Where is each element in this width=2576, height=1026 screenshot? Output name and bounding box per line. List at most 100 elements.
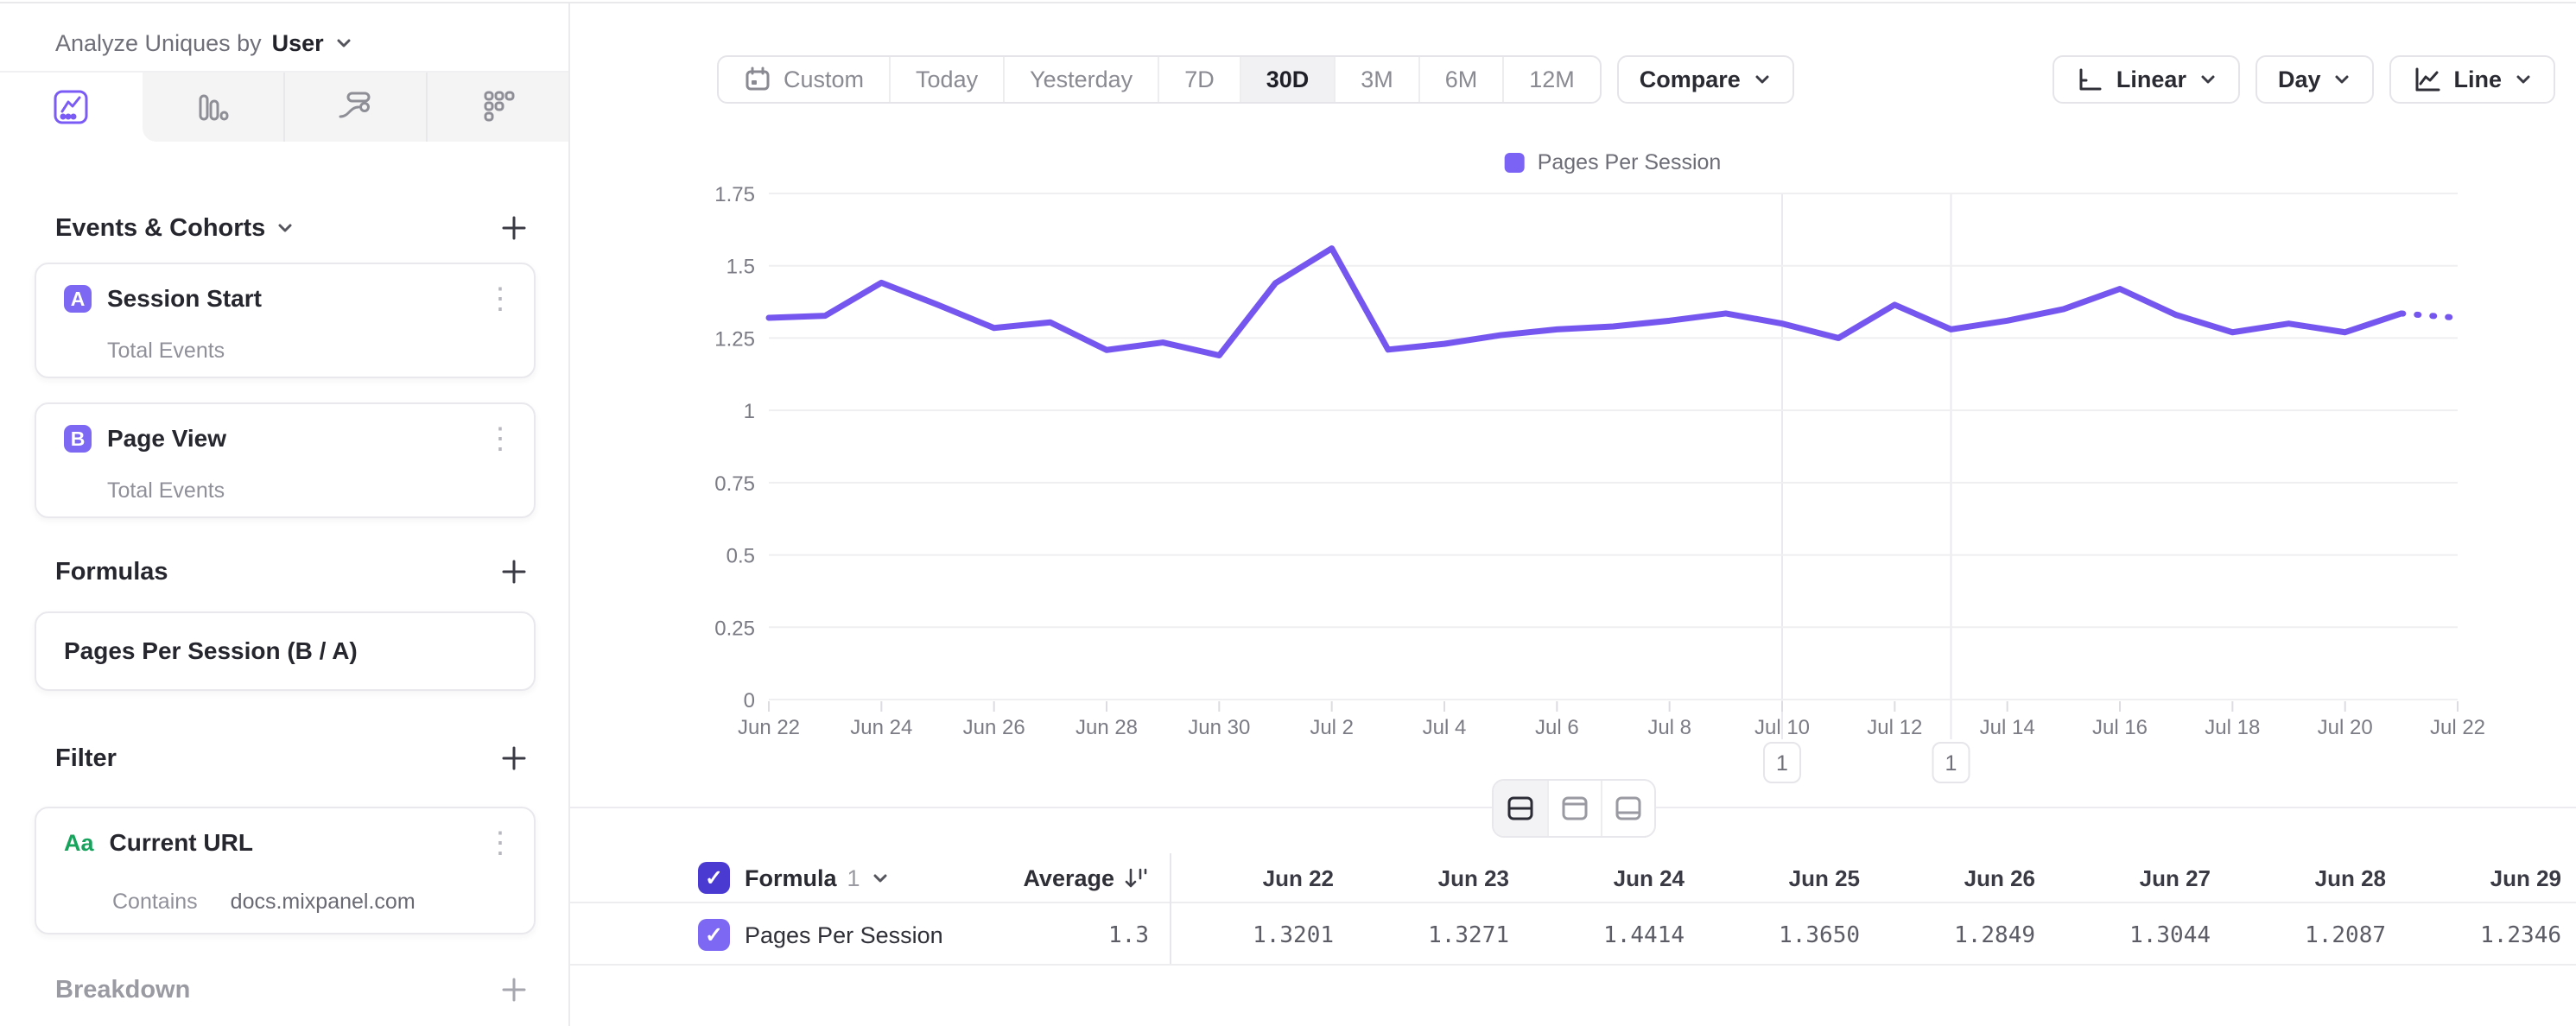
y-axis-label: 1: [744, 400, 755, 423]
date-column-header[interactable]: Jun 26: [1964, 865, 2035, 891]
cell-value: 1.4414: [1603, 922, 1685, 948]
x-axis-label: Jul 22: [2430, 716, 2485, 739]
table-header-row: ✓ Formula 1 Average Jun 22 Jun 23 Jun 24…: [570, 853, 2576, 966]
x-axis-label: Jun 26: [963, 716, 1025, 739]
cell-value: 1.3201: [1253, 922, 1334, 948]
event-title[interactable]: Page View: [107, 425, 227, 452]
table-row[interactable]: ✓ Pages Per Session 1.3 1.3201 1.3271 1.…: [570, 905, 2576, 966]
linear-axis-icon: [2079, 68, 2102, 91]
chart-legend: Pages Per Session: [1504, 150, 1722, 175]
compare-button[interactable]: Compare: [1616, 55, 1794, 104]
x-axis-label: Jun 22: [738, 716, 800, 739]
range-30d[interactable]: 30D: [1239, 57, 1335, 102]
event-title[interactable]: Session Start: [107, 285, 262, 312]
y-axis-label: 1.5: [726, 256, 755, 279]
range-7d[interactable]: 7D: [1158, 57, 1240, 102]
filter-card-current-url[interactable]: Aa Current URL ⋮ Contains docs.mixpanel.…: [35, 807, 536, 934]
range-3m[interactable]: 3M: [1334, 57, 1418, 102]
report-main-area: 0 0.25 0.5 0.75 1 1.25 1.5 1.75 Jun 22 Jun 24 Jun …: [570, 0, 2576, 1026]
range-6m[interactable]: 6M: [1418, 57, 1503, 102]
range-custom[interactable]: Custom: [719, 57, 889, 102]
interval-selector[interactable]: Day: [2255, 55, 2375, 104]
range-12m[interactable]: 12M: [1502, 57, 1600, 102]
kebab-menu-icon[interactable]: ⋮: [485, 282, 515, 315]
scale-selector[interactable]: Linear: [2052, 55, 2240, 104]
chevron-down-icon: [1755, 75, 1769, 84]
y-axis-label: 0.75: [714, 472, 755, 496]
date-column-header[interactable]: Jun 28: [2314, 865, 2386, 891]
formula-expression[interactable]: Pages Per Session (B / A): [64, 637, 358, 664]
average-column-label[interactable]: Average: [1023, 864, 1114, 891]
date-column-header[interactable]: Jun 23: [1437, 865, 1509, 891]
chevron-down-icon: [278, 224, 292, 232]
add-filter-button[interactable]: [499, 744, 529, 773]
chevron-down-icon[interactable]: [871, 869, 890, 888]
filter-operator[interactable]: Contains: [112, 890, 198, 914]
chart-type-selector[interactable]: Line: [2389, 55, 2555, 104]
string-property-icon: Aa: [64, 829, 94, 856]
cell-value: 1.3650: [1779, 922, 1860, 948]
kebab-menu-icon[interactable]: ⋮: [485, 826, 515, 859]
events-cohorts-title[interactable]: Events & Cohorts: [55, 214, 295, 243]
add-breakdown-button[interactable]: [499, 975, 529, 1004]
layout-table-only-button[interactable]: [1601, 781, 1654, 836]
series-line-incomplete: [2398, 310, 2461, 321]
report-type-tabbar: [0, 71, 568, 142]
formula-column-label[interactable]: Formula: [745, 864, 837, 891]
chevron-down-icon: [2335, 75, 2349, 84]
analyze-label: Analyze Uniques by: [55, 29, 262, 56]
add-event-button[interactable]: [499, 213, 529, 243]
chart-controls: Linear Day Line: [2052, 55, 2555, 104]
cell-value: 1.3271: [1428, 922, 1509, 948]
event-aggregation[interactable]: Total Events: [107, 478, 225, 503]
filter-value[interactable]: docs.mixpanel.com: [230, 890, 416, 914]
chart-svg: 0 0.25 0.5 0.75 1 1.25 1.5 1.75 Jun 22 Jun 24 Jun …: [714, 183, 2485, 783]
event-card-session-start[interactable]: A Session Start ⋮ Total Events: [35, 263, 536, 378]
x-axis-label: Jul 4: [1423, 716, 1467, 739]
tab-retention[interactable]: [425, 73, 568, 142]
analyze-value-dropdown[interactable]: User: [271, 29, 324, 56]
range-today[interactable]: Today: [889, 57, 1003, 102]
series-checkbox[interactable]: ✓: [698, 919, 730, 951]
date-column-header[interactable]: Jun 24: [1613, 865, 1685, 891]
event-aggregation[interactable]: Total Events: [107, 339, 225, 363]
x-axis-label: Jul 10: [1754, 716, 1810, 739]
x-axis-label: Jun 24: [850, 716, 912, 739]
add-formula-button[interactable]: [499, 557, 529, 586]
layout-split-button[interactable]: [1494, 781, 1547, 836]
date-column-header[interactable]: Jun 25: [1788, 865, 1860, 891]
tab-flow[interactable]: [282, 73, 426, 142]
annotation-badge: [1932, 742, 1970, 783]
layout-chart-only-button[interactable]: [1547, 781, 1601, 836]
chart-only-view-icon: [1562, 796, 1588, 820]
event-badge-a: A: [64, 285, 92, 313]
select-all-checkbox[interactable]: ✓: [698, 862, 730, 894]
sort-icon[interactable]: [1123, 865, 1149, 891]
x-axis-label: Jul 16: [2092, 716, 2148, 739]
event-card-page-view[interactable]: B Page View ⋮ Total Events: [35, 402, 536, 518]
events-cohorts-header: Events & Cohorts: [55, 211, 529, 245]
series-name: Pages Per Session: [745, 922, 943, 948]
event-badge-b: B: [64, 425, 92, 453]
date-range-segmented-control: Custom Today Yesterday 7D 30D 3M 6M 12M: [717, 55, 1602, 104]
date-range-toolbar: Custom Today Yesterday 7D 30D 3M 6M 12M …: [717, 55, 1794, 104]
formulas-title: Formulas: [55, 557, 168, 586]
date-column-header[interactable]: Jun 29: [2490, 865, 2561, 891]
range-yesterday[interactable]: Yesterday: [1003, 57, 1158, 102]
filter-property[interactable]: Current URL: [109, 829, 253, 856]
formula-card[interactable]: Pages Per Session (B / A): [35, 611, 536, 691]
flow-sankey-icon: [339, 92, 371, 118]
kebab-menu-icon[interactable]: ⋮: [485, 422, 515, 455]
date-column-header[interactable]: Jun 27: [2139, 865, 2211, 891]
legend-label: Pages Per Session: [1537, 150, 1722, 174]
date-column-header[interactable]: Jun 22: [1262, 865, 1334, 891]
cell-value: 1.2087: [2305, 922, 2386, 948]
y-axis-label: 0.5: [726, 545, 755, 568]
tab-bar-chart[interactable]: [143, 73, 283, 142]
series-line[interactable]: [765, 245, 2405, 359]
table-only-view-icon: [1615, 796, 1641, 820]
x-axis-label: Jul 20: [2318, 716, 2373, 739]
insights-line-chart-icon: [54, 90, 88, 124]
tab-insights[interactable]: [0, 73, 143, 142]
formula-column-number: 1: [847, 864, 860, 891]
